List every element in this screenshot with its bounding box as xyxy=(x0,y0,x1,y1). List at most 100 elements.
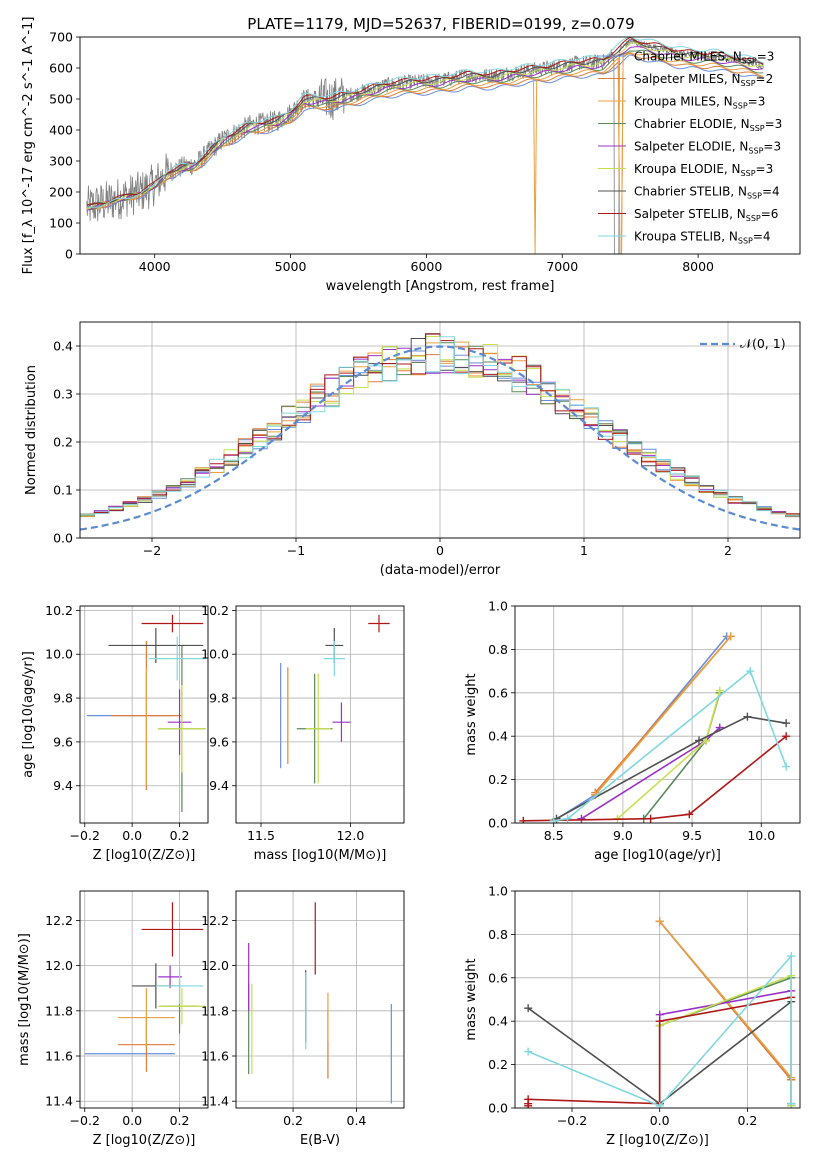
y-tick-label: 700 xyxy=(49,30,73,45)
axes-frame xyxy=(79,321,801,539)
x-tick-label: 0.2 xyxy=(737,1113,757,1128)
series-line xyxy=(658,990,792,1104)
x-axis-label: Z [log10(Z/Z⊙)] xyxy=(606,1133,709,1148)
y-tick-label: 11.4 xyxy=(201,1094,229,1109)
x-tick-label: 0.0 xyxy=(650,1113,670,1128)
errorbar-kroupa-stelib xyxy=(155,967,204,1005)
plot-layer: 4000 5000 6000 7000 800001002003004005006007… xyxy=(17,17,801,1148)
series-chabrier-miles xyxy=(655,917,796,1108)
y-tick-label: 12.0 xyxy=(45,958,73,973)
y-tick-label: 300 xyxy=(49,154,73,169)
y-tick-label: 9.4 xyxy=(53,778,73,793)
axes-frame xyxy=(79,36,801,255)
axes-frame xyxy=(235,605,405,824)
y-tick-label: 0 xyxy=(65,247,73,262)
y-tick-label: 100 xyxy=(49,216,73,231)
model-fit-salpeter-miles xyxy=(86,52,764,254)
x-tick-label: 12.0 xyxy=(336,828,364,843)
y-tick-label: 12.0 xyxy=(201,958,229,973)
errorbar-kroupa-miles xyxy=(117,988,175,1047)
legend-value: =3 xyxy=(756,162,774,176)
legend-value: =6 xyxy=(761,207,779,221)
errorbars xyxy=(87,614,206,813)
series-line xyxy=(556,715,787,820)
x-tick-label: −0.2 xyxy=(70,1113,100,1128)
legend-value: =3 xyxy=(748,95,766,109)
y-tick-label: 0.2 xyxy=(488,1057,508,1072)
x-tick-label: 9.5 xyxy=(682,828,702,843)
y-tick-label: 10.0 xyxy=(201,647,229,662)
y-tick-label: 200 xyxy=(49,185,73,200)
y-tick-label: 600 xyxy=(49,61,73,76)
model-fit-chabrier-elodie xyxy=(86,49,764,211)
errorbars xyxy=(84,902,206,1072)
errorbar-salpeter-stelib xyxy=(368,614,390,633)
errorbar-salpeter-stelib xyxy=(141,614,204,633)
x-tick-label: 10.0 xyxy=(747,828,775,843)
legend-label: Kroupa ELODIE, NSSP=3 xyxy=(634,162,773,178)
y-tick-label: 0.4 xyxy=(488,1014,508,1029)
panel-age_vs_mass: 11.5 12.0 9.4 9.6 9.8 10.0 10.2 mass [log10(M/M… xyxy=(201,603,404,863)
series-line xyxy=(594,635,732,796)
x-axis-label: Z [log10(Z/Z⊙)] xyxy=(93,848,196,863)
errorbar-kroupa-elodie xyxy=(158,988,206,1025)
axes-frame xyxy=(514,605,801,824)
y-tick-label: 9.6 xyxy=(209,734,229,749)
y-tick-label: 11.6 xyxy=(201,1049,229,1064)
legend-value: =4 xyxy=(753,230,771,244)
x-tick-label: 0.2 xyxy=(170,828,190,843)
y-tick-label: 400 xyxy=(49,123,73,138)
y-tick-label: 9.8 xyxy=(209,691,229,706)
x-axis-label: Z [log10(Z/Z⊙)] xyxy=(93,1133,196,1148)
x-axis-label: (data-model)/error xyxy=(380,563,501,578)
panel-spectrum: 4000 5000 6000 7000 8000 0 100 200 300 400 500 600 7… xyxy=(21,17,782,294)
x-tick-label: 2 xyxy=(724,543,732,558)
x-tick-label: 1 xyxy=(580,543,588,558)
figure-title: PLATE=1179, MJD=52637, FIBERID=0199, z=0… xyxy=(247,15,634,33)
legend-value: =3 xyxy=(763,140,781,154)
histogram-salpeter-stelib xyxy=(80,333,800,538)
legend-subscript: SSP xyxy=(746,214,761,223)
y-tick-label: 1.0 xyxy=(488,599,508,614)
y-tick-label: 0.0 xyxy=(488,816,508,831)
axes-frame xyxy=(235,890,405,1109)
y-tick-label: 500 xyxy=(49,92,73,107)
errorbar-kroupa-elodie xyxy=(158,684,206,773)
series-kroupa-stelib xyxy=(549,667,791,823)
x-tick-label: 9.0 xyxy=(613,828,633,843)
y-tick-label: 0.0 xyxy=(53,531,73,546)
x-tick-label: 7000 xyxy=(546,259,578,274)
legend-subscript: SSP xyxy=(741,169,756,178)
panel-residuals: −2 −1 0 1 2 0.0 0.1 0.2 0.3 0.4 (data-model)/error… xyxy=(24,322,800,578)
y-tick-label: 10.2 xyxy=(45,603,73,618)
x-tick-label: 0.2 xyxy=(170,1113,190,1128)
histogram-kroupa-stelib xyxy=(80,336,800,538)
y-tick-label: 9.8 xyxy=(53,691,73,706)
legend-subscript: SSP xyxy=(748,147,763,156)
legend-label: Chabrier STELIB, NSSP=4 xyxy=(634,185,780,201)
x-axis-label: mass [log10(M/M⊙)] xyxy=(254,848,387,863)
legend-label: Salpeter MILES, NSSP=2 xyxy=(634,72,773,88)
legend-subscript: SSP xyxy=(741,79,756,88)
x-axis-label: E(B-V) xyxy=(300,1133,340,1148)
axes-frame xyxy=(79,890,209,1109)
x-tick-label: −0.2 xyxy=(70,828,100,843)
y-axis-label: mass [log10(M/M⊙)] xyxy=(17,933,32,1066)
x-tick-label: 0 xyxy=(436,543,444,558)
spectrum-lines xyxy=(86,37,764,254)
y-tick-label: 12.2 xyxy=(45,913,73,928)
y-tick-label: 0.1 xyxy=(53,483,73,498)
y-axis-label: Normed distribution xyxy=(24,365,39,495)
y-tick-label: 11.8 xyxy=(201,1003,229,1018)
legend-value: =3 xyxy=(765,117,783,131)
y-tick-label: 0.6 xyxy=(488,970,508,985)
legend-label: Kroupa MILES, NSSP=3 xyxy=(634,95,765,111)
x-tick-label: 0.0 xyxy=(122,1113,142,1128)
legend-value: =3 xyxy=(757,50,775,64)
errorbar-kroupa-stelib xyxy=(323,641,346,677)
legend-subscript: SSP xyxy=(738,237,753,246)
legend-value: =2 xyxy=(756,72,774,86)
legend-value: =4 xyxy=(762,185,780,199)
y-axis-label: Flux [f_λ 10^-17 erg cm^-2 s^-1 A^-1] xyxy=(21,17,36,275)
